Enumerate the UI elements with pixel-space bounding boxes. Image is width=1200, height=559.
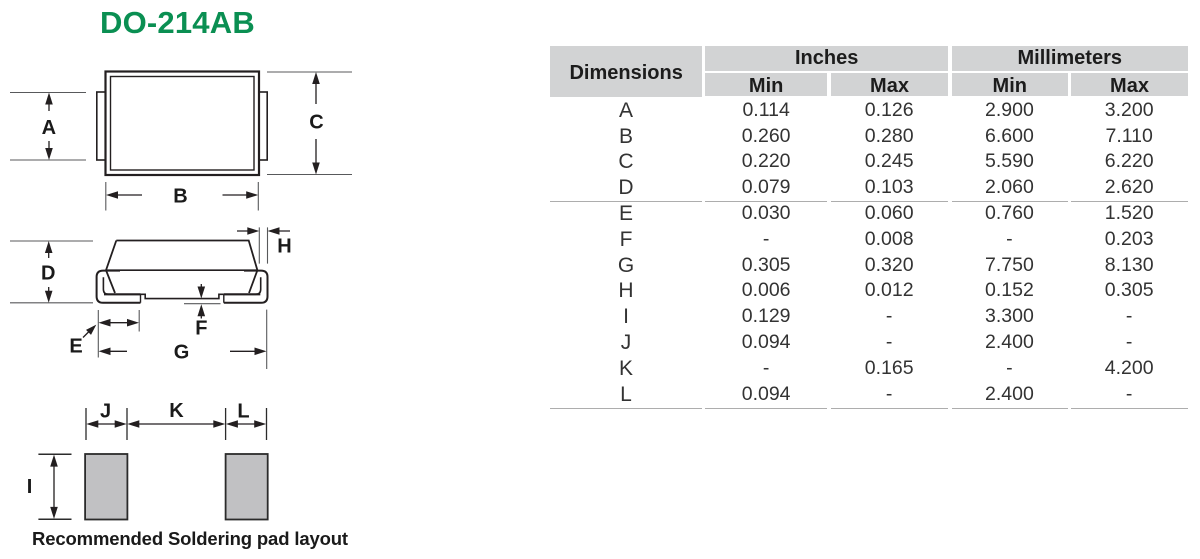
- svg-text:L: L: [237, 401, 249, 423]
- svg-text:D: D: [41, 263, 55, 285]
- svg-text:H: H: [277, 236, 291, 258]
- svg-text:I: I: [27, 476, 33, 498]
- svg-text:G: G: [174, 342, 190, 364]
- svg-text:E: E: [69, 336, 82, 358]
- svg-text:A: A: [42, 117, 56, 139]
- svg-text:F: F: [195, 318, 207, 340]
- svg-text:C: C: [309, 112, 323, 134]
- svg-text:B: B: [173, 186, 187, 208]
- svg-text:K: K: [169, 400, 184, 422]
- svg-text:J: J: [100, 401, 111, 423]
